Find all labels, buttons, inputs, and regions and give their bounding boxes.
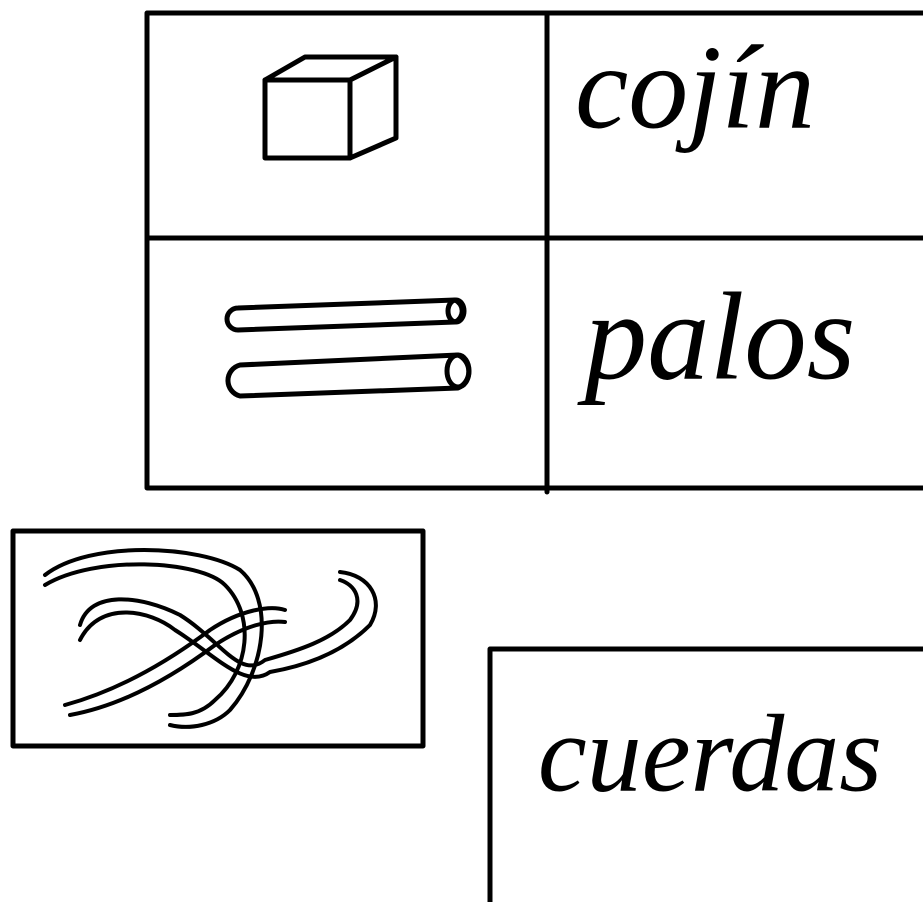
cube-drawing (262, 54, 399, 161)
grid-frame (144, 10, 923, 491)
word-label: palos (577, 269, 856, 407)
word-label: cojín (575, 21, 815, 154)
ropes-drawing (43, 548, 378, 729)
rope-card (10, 528, 426, 749)
word-label: cuerdas (538, 692, 882, 814)
word-card (487, 646, 923, 902)
sticks-drawing (224, 297, 472, 399)
